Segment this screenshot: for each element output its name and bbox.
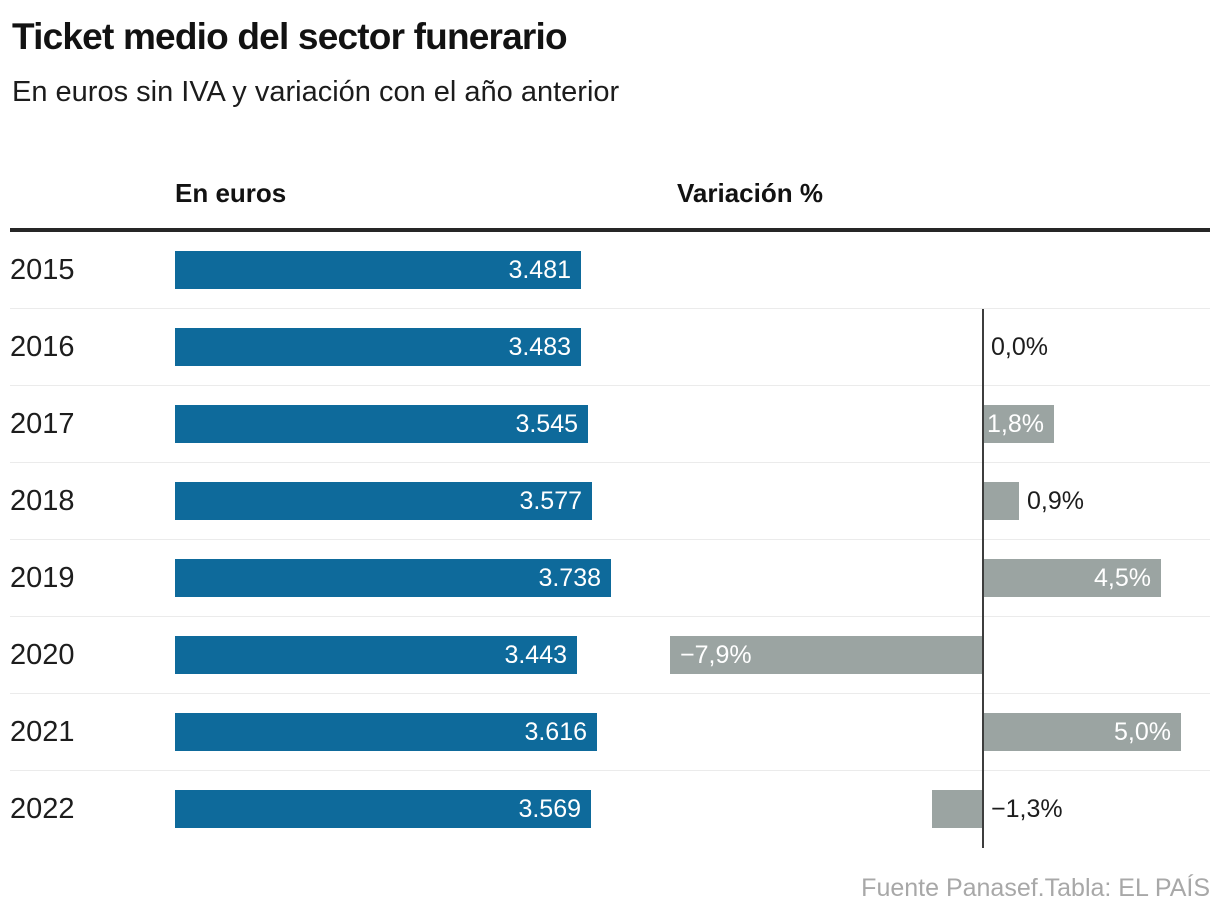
euros-value-label: 3.443 (504, 640, 567, 669)
variation-bar: −7,9% (670, 636, 983, 674)
table-row: 2020 3.443 −7,9% (10, 617, 1210, 694)
variation-value-label: 5,0% (1114, 717, 1171, 746)
bar-chart: 2015 3.481 2016 3.483 0,0% 2017 3.545 1,8% 2018 3… (10, 228, 1210, 848)
euros-value-label: 3.483 (508, 332, 571, 361)
source-credit: Fuente Panasef.Tabla: EL PAÍS (861, 874, 1210, 902)
year-label: 2019 (10, 562, 75, 594)
euros-value-label: 3.545 (515, 409, 578, 438)
year-label: 2015 (10, 254, 75, 286)
table-row: 2016 3.483 0,0% (10, 309, 1210, 386)
variation-value-label: −7,9% (680, 640, 752, 669)
euros-bar: 3.545 (175, 405, 588, 443)
euros-value-label: 3.569 (518, 794, 581, 823)
variation-bar: 4,5% (983, 559, 1161, 597)
year-label: 2016 (10, 331, 75, 363)
euros-value-label: 3.577 (519, 486, 582, 515)
table-row: 2021 3.616 5,0% (10, 694, 1210, 771)
euros-bar: 3.569 (175, 790, 591, 828)
variation-bar: 5,0% (983, 713, 1181, 751)
year-label: 2020 (10, 639, 75, 671)
variation-value-label: 1,8% (987, 409, 1044, 438)
column-header-euros: En euros (175, 178, 287, 208)
year-label: 2022 (10, 793, 75, 825)
year-label: 2021 (10, 716, 75, 748)
variation-value-label: 4,5% (1094, 563, 1151, 592)
variation-bar (983, 482, 1019, 520)
year-label: 2018 (10, 485, 75, 517)
page-title: Ticket medio del sector funerario (12, 16, 568, 57)
table-row: 2015 3.481 (10, 232, 1210, 309)
euros-bar: 3.616 (175, 713, 597, 751)
euros-bar: 3.443 (175, 636, 577, 674)
euros-bar: 3.483 (175, 328, 581, 366)
variation-value-label: 0,9% (1027, 487, 1084, 515)
page-subtitle: En euros sin IVA y variación con el año … (12, 76, 620, 108)
euros-value-label: 3.481 (508, 255, 571, 284)
table-row: 2019 3.738 4,5% (10, 540, 1210, 617)
euros-bar: 3.738 (175, 559, 611, 597)
column-header-variation: Variación % (677, 178, 823, 208)
euros-bar: 3.577 (175, 482, 592, 520)
euros-value-label: 3.616 (524, 717, 587, 746)
chart-rows: 2015 3.481 2016 3.483 0,0% 2017 3.545 1,8% 2018 3… (10, 232, 1210, 848)
variation-value-label: 0,0% (991, 333, 1048, 361)
variation-value-label: −1,3% (991, 795, 1063, 823)
table-row: 2022 3.569 −1,3% (10, 771, 1210, 848)
table-row: 2018 3.577 0,9% (10, 463, 1210, 540)
euros-value-label: 3.738 (538, 563, 601, 592)
column-headers: En euros Variación % (10, 178, 1210, 212)
variation-axis-line (982, 309, 984, 848)
euros-bar: 3.481 (175, 251, 581, 289)
variation-bar (932, 790, 983, 828)
variation-bar: 1,8% (983, 405, 1054, 443)
year-label: 2017 (10, 408, 75, 440)
table-row: 2017 3.545 1,8% (10, 386, 1210, 463)
